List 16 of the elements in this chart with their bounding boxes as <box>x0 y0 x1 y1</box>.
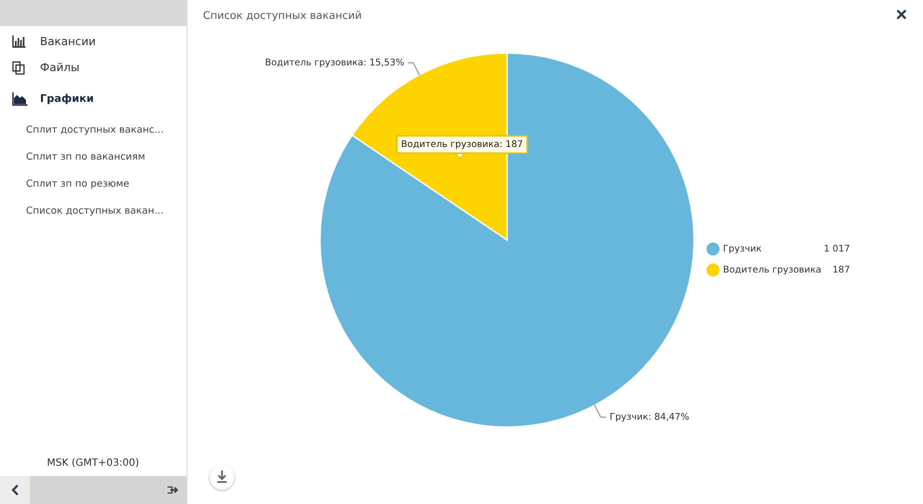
text: Грузчик: 84,47% <box>610 412 689 422</box>
data-label: 1 017 <box>824 244 850 252</box>
text: Сплит зп по вакансиям <box>26 152 144 160</box>
text: Сплит зп по резюме <box>26 179 129 189</box>
text: Водитель грузовика: 15,53% <box>266 58 404 68</box>
legend-label: Водитель грузовика <box>724 266 821 274</box>
legend-label: Грузчик <box>724 244 762 254</box>
text: Список доступных вакан... <box>26 206 162 216</box>
text: Водитель грузовика: 187 <box>402 140 522 149</box>
text: Файлы <box>40 62 78 72</box>
text: Сплит доступных ваканс... <box>26 125 163 135</box>
chart-title: Список доступных вакансий <box>204 10 361 22</box>
data-label: 187 <box>834 266 850 273</box>
text: Графики <box>40 94 93 104</box>
text: Вакансии <box>41 36 95 46</box>
text: MSK (GMT+03:00) <box>48 458 138 468</box>
